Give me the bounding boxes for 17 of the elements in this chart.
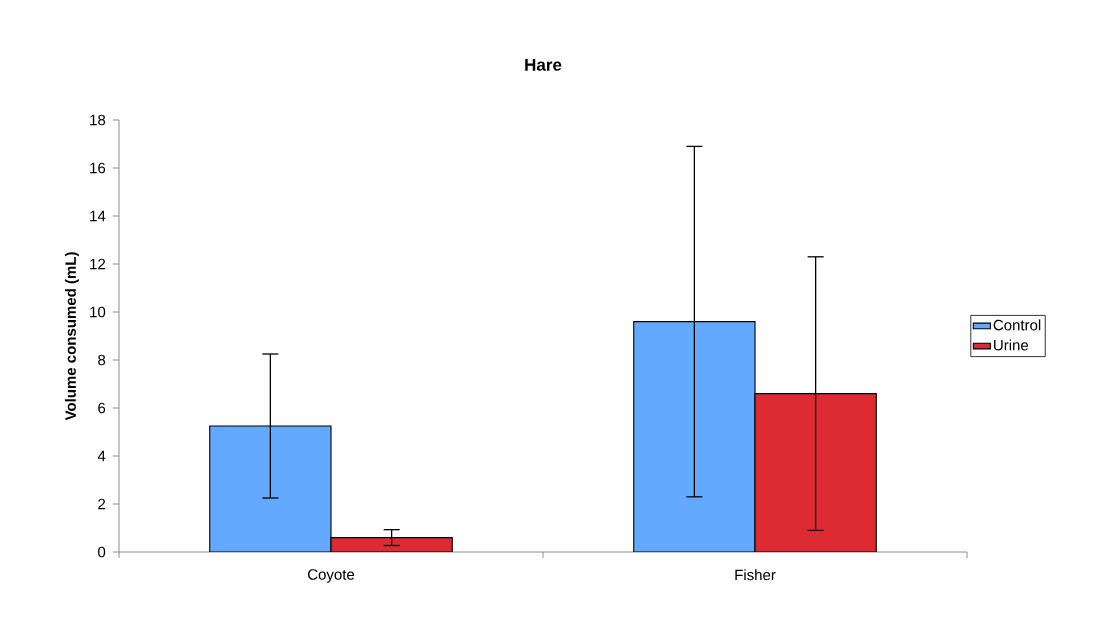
y-tick-label: 6 <box>98 402 106 414</box>
y-tick-label: 0 <box>98 546 106 558</box>
y-tick-label: 16 <box>90 162 106 174</box>
legend-label: Control <box>993 319 1041 331</box>
y-tick-label: 14 <box>90 210 106 222</box>
y-tick-label: 12 <box>90 258 106 270</box>
y-tick-label: 8 <box>98 354 106 366</box>
x-tick-label: Coyote <box>308 569 355 583</box>
y-tick-label: 4 <box>97 450 106 462</box>
bar <box>330 537 453 552</box>
legend-label: Urine <box>994 339 1029 351</box>
y-tick-label: 10 <box>90 306 106 318</box>
y-tick-label: 2 <box>98 498 106 510</box>
chart-title: Hare <box>525 58 562 71</box>
y-axis-title: Volume consumed (mL) <box>64 252 79 421</box>
y-tick-label: 18 <box>90 114 106 126</box>
x-tick-label: Fisher <box>735 569 776 581</box>
